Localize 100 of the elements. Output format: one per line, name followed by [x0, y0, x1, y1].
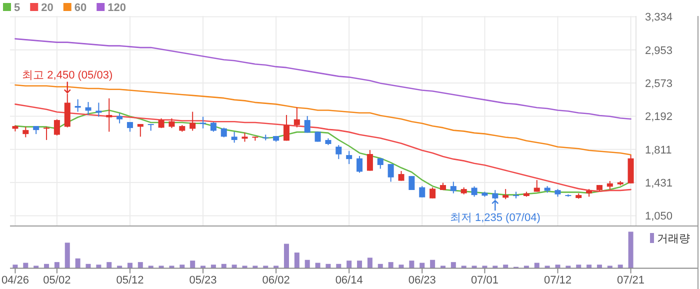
bar	[326, 264, 331, 268]
bar	[576, 264, 582, 268]
bar	[263, 266, 268, 268]
bar	[534, 262, 540, 268]
candlestick	[200, 116, 206, 129]
bar	[12, 264, 18, 268]
bar	[86, 264, 91, 268]
line-series	[14, 38, 632, 120]
bar	[242, 266, 248, 268]
candlestick	[220, 127, 227, 138]
bar	[138, 262, 143, 268]
candlestick	[513, 191, 520, 199]
bar	[357, 260, 362, 268]
bar	[367, 258, 372, 268]
legend-label: 120	[108, 2, 126, 14]
candlestick	[294, 106, 300, 128]
bar	[158, 266, 164, 268]
candlestick	[210, 122, 216, 132]
bar	[450, 262, 456, 268]
x-tick-label: 05/23	[189, 274, 217, 286]
bar	[503, 264, 508, 268]
bar	[252, 266, 258, 268]
bar	[315, 262, 320, 268]
bar	[420, 262, 425, 268]
candlestick	[54, 118, 60, 136]
bar	[461, 266, 466, 268]
candlestick	[336, 144, 342, 160]
bar	[378, 264, 383, 268]
legend-label: 20	[41, 2, 54, 14]
x-tick-label: 07/01	[470, 274, 498, 286]
candlestick	[283, 114, 290, 142]
y-tick-label: 1,811	[645, 144, 672, 156]
bar	[180, 264, 185, 268]
candlestick	[168, 118, 175, 129]
candlestick	[398, 170, 404, 182]
candlestick	[190, 111, 196, 132]
bar	[169, 266, 174, 268]
candlestick	[22, 126, 29, 138]
candlestick	[356, 156, 363, 174]
candlestick	[126, 122, 133, 132]
legend-label: 거래량	[657, 233, 690, 245]
bar	[127, 262, 132, 268]
y-tick-label: 1,050	[645, 210, 673, 223]
bar	[618, 264, 623, 268]
bar	[346, 260, 352, 268]
y-tick-label: 3,334	[645, 12, 673, 24]
bar	[492, 266, 498, 268]
bar	[274, 266, 279, 268]
y-tick-label: 2,953	[645, 44, 673, 57]
bar	[294, 252, 300, 268]
bar	[210, 264, 216, 268]
bar	[472, 266, 477, 268]
x-tick-label: 07/21	[617, 274, 645, 286]
bar	[628, 232, 634, 268]
bar	[596, 264, 602, 268]
bar	[555, 264, 560, 268]
bar	[607, 266, 612, 268]
candlestick	[430, 186, 436, 199]
bar	[440, 266, 446, 268]
bar	[106, 262, 112, 268]
bar	[398, 264, 404, 268]
candlestick	[502, 188, 509, 200]
candlestick	[44, 126, 50, 140]
bar	[148, 266, 154, 268]
legend-label: 5	[14, 2, 20, 14]
bar	[221, 264, 226, 268]
bar	[232, 264, 237, 268]
y-tick-label: 2,573	[645, 78, 673, 90]
bar	[524, 266, 529, 268]
annotation: 최저 1,235 (07/04)	[450, 212, 540, 224]
bar	[284, 244, 289, 268]
x-tick-label: 05/12	[116, 274, 144, 286]
bar	[304, 260, 310, 268]
candlestick	[231, 131, 238, 144]
bar	[482, 266, 488, 268]
bar	[34, 266, 39, 268]
candlestick	[96, 102, 102, 118]
bar	[200, 266, 206, 268]
candlestick	[158, 118, 164, 129]
bar	[117, 266, 122, 268]
candlestick	[346, 150, 352, 165]
bar	[96, 264, 102, 268]
bar	[566, 266, 571, 268]
candlestick	[388, 164, 394, 182]
y-tick-label: 2,192	[645, 111, 673, 124]
bar	[336, 264, 342, 268]
candlestick	[304, 116, 310, 134]
line-series	[14, 84, 632, 156]
legend-label: 60	[74, 2, 87, 14]
candlestick	[74, 98, 81, 112]
candlestick	[419, 186, 426, 198]
bar	[54, 262, 60, 268]
candlestick	[408, 176, 415, 190]
candlestick	[471, 186, 478, 198]
bar	[586, 264, 592, 268]
candlestick	[116, 112, 123, 124]
bar	[64, 242, 70, 268]
bar	[190, 260, 196, 268]
bar	[409, 260, 414, 268]
candlestick	[106, 98, 112, 132]
